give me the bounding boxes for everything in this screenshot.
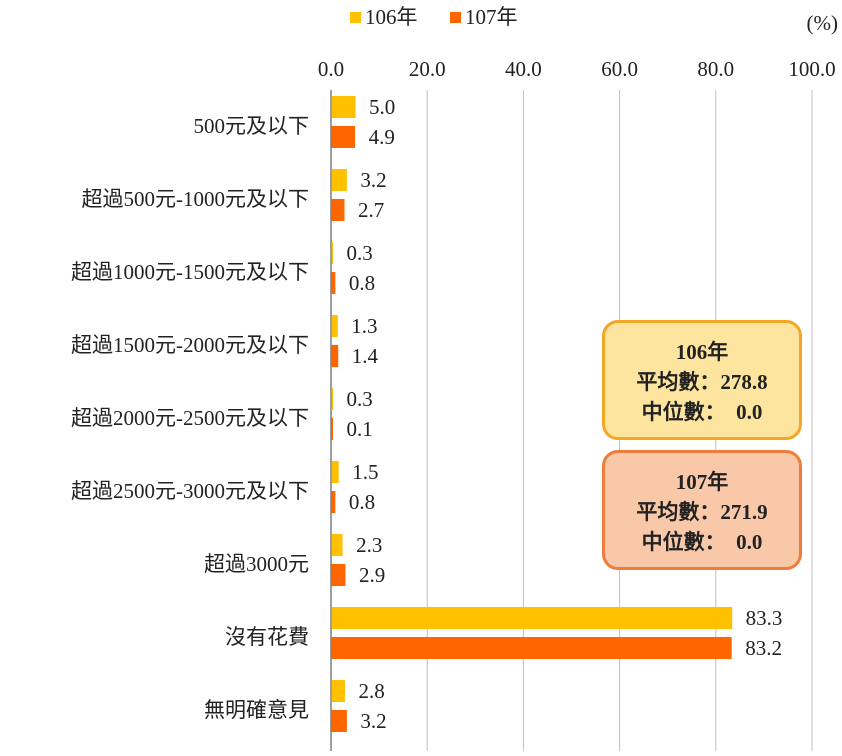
bar [331,242,333,264]
value-label: 1.5 [352,460,378,484]
stats-107-mean: 平均數：271.9 [636,500,768,524]
x-tick-label: 0.0 [318,57,344,81]
x-tick-label: 80.0 [697,57,734,81]
value-label: 2.9 [359,563,385,587]
category-label: 超過3000元 [204,552,309,576]
legend-swatch [450,12,461,23]
bar [331,564,346,586]
stats-107-title: 107年 [675,470,729,494]
stats-106-mean: 平均數：278.8 [636,370,768,394]
stats-box-106: 106年 平均數：278.8 中位數： 0.0 [602,320,802,440]
bar [331,345,339,367]
bar [331,315,338,337]
value-label: 83.3 [746,606,783,630]
unit-label: (%) [807,11,838,35]
category-label: 沒有花費 [225,625,309,649]
legend-swatch [350,12,361,23]
bar [331,169,347,191]
bar [331,461,339,483]
value-label: 83.2 [745,636,782,660]
value-label: 0.8 [349,490,375,514]
value-label: 1.3 [351,314,377,338]
category-label: 超過2000元-2500元及以下 [71,406,309,430]
category-label: 超過500元-1000元及以下 [82,187,310,211]
value-label: 0.1 [347,417,373,441]
x-tick-label: 100.0 [788,57,835,81]
category-label: 超過1500元-2000元及以下 [71,333,309,357]
bar [331,418,333,440]
category-label: 超過1000元-1500元及以下 [71,260,309,284]
value-label: 5.0 [369,95,395,119]
x-tick-label: 20.0 [409,57,446,81]
bar [331,96,356,118]
value-label: 2.3 [356,533,382,557]
value-label: 3.2 [360,168,386,192]
bar [331,199,345,221]
bar [331,680,345,702]
bar [331,491,336,513]
value-label: 2.8 [358,679,384,703]
bar [331,607,733,629]
bar [331,534,343,556]
category-label: 超過2500元-3000元及以下 [71,479,309,503]
legend-label: 106年 [365,5,418,29]
bar [331,126,356,148]
legend-label: 107年 [465,5,518,29]
stats-box-107: 107年 平均數：271.9 中位數： 0.0 [602,450,802,570]
bar [331,388,333,410]
value-label: 0.8 [349,271,375,295]
x-tick-label: 60.0 [601,57,638,81]
x-tick-label: 40.0 [505,57,542,81]
value-label: 0.3 [347,387,373,411]
stats-106-median: 中位數： 0.0 [641,400,763,424]
bar [331,710,347,732]
category-label: 500元及以下 [194,114,310,138]
value-label: 1.4 [352,344,379,368]
bar [331,272,336,294]
stats-106-title: 106年 [675,340,729,364]
value-label: 3.2 [360,709,386,733]
bar [331,637,732,659]
value-label: 2.7 [358,198,384,222]
category-label: 無明確意見 [204,698,309,722]
value-label: 4.9 [369,125,395,149]
stats-107-median: 中位數： 0.0 [641,530,763,554]
value-label: 0.3 [347,241,373,265]
